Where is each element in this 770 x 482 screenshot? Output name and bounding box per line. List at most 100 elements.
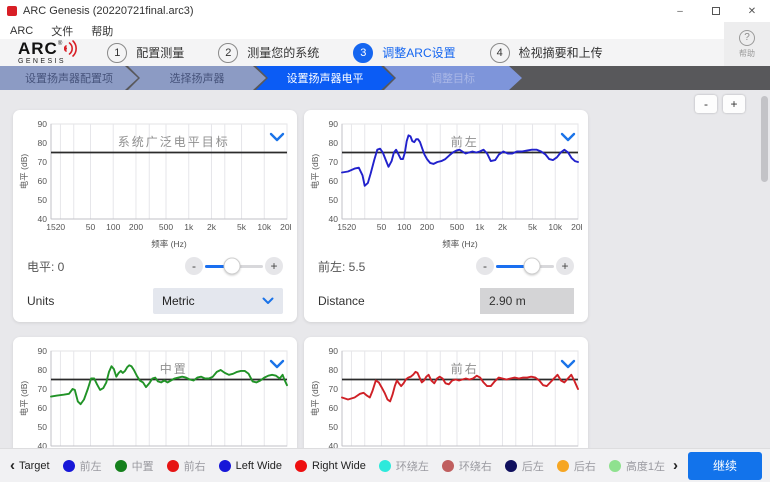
slider-track[interactable] bbox=[496, 257, 554, 275]
zoom-out-button[interactable]: - bbox=[695, 95, 717, 113]
step-1[interactable]: 1 配置测量 bbox=[107, 42, 184, 63]
menu-help[interactable]: 帮助 bbox=[91, 25, 114, 38]
svg-text:20: 20 bbox=[347, 222, 357, 232]
svg-text:电平 (dB): 电平 (dB) bbox=[310, 154, 320, 190]
legend-item[interactable]: 环绕左 bbox=[378, 458, 429, 474]
zoom-in-button[interactable]: + bbox=[723, 95, 745, 113]
svg-text:500: 500 bbox=[159, 222, 173, 232]
chevron-down-icon[interactable] bbox=[269, 359, 285, 369]
svg-text:2k: 2k bbox=[207, 222, 217, 232]
panel-center: 4050607080901520501002005001k2k5k10k20k频… bbox=[13, 337, 297, 448]
step-2[interactable]: 2 测量您的系统 bbox=[218, 42, 319, 63]
step-4[interactable]: 4 检视摘要和上传 bbox=[489, 42, 603, 63]
legend-label: 环绕右 bbox=[458, 460, 492, 473]
slider-knob[interactable] bbox=[523, 257, 541, 275]
step-3-circle: 3 bbox=[353, 42, 374, 63]
breadcrumb-speaker-profiles[interactable]: 设置扬声器配置项 bbox=[0, 66, 138, 90]
svg-text:20k: 20k bbox=[571, 222, 582, 232]
restore-icon bbox=[712, 7, 720, 15]
menu-arc[interactable]: ARC bbox=[10, 24, 34, 37]
svg-text:电平 (dB): 电平 (dB) bbox=[19, 381, 29, 417]
step-4-label: 检视摘要和上传 bbox=[518, 46, 603, 60]
slider-minus-button[interactable]: - bbox=[476, 257, 494, 275]
sound-waves-icon bbox=[64, 40, 78, 57]
back-chevron-icon[interactable]: ‹ bbox=[10, 457, 15, 474]
svg-text:1k: 1k bbox=[184, 222, 194, 232]
breadcrumb-set-levels[interactable]: 设置扬声器电平 bbox=[256, 66, 394, 90]
step-3[interactable]: 3 调整ARC设置 bbox=[353, 42, 456, 63]
slider-plus-button[interactable]: + bbox=[265, 257, 283, 275]
legend-dot bbox=[441, 459, 454, 472]
breadcrumb-select-speakers[interactable]: 选择扬声器 bbox=[128, 66, 266, 90]
breadcrumb-label: 设置扬声器配置项 bbox=[25, 73, 113, 85]
svg-text:70: 70 bbox=[329, 384, 339, 394]
breadcrumb-adjust-targets[interactable]: 调整目标 bbox=[384, 66, 522, 90]
chevron-down-icon[interactable] bbox=[560, 132, 576, 142]
svg-text:100: 100 bbox=[106, 222, 120, 232]
legend-item[interactable]: 前左 bbox=[62, 458, 102, 474]
legend-item[interactable]: 高度1左 bbox=[608, 458, 665, 474]
units-dropdown[interactable]: Metric bbox=[153, 288, 283, 314]
svg-text:90: 90 bbox=[329, 119, 339, 129]
legend-label: 后右 bbox=[573, 460, 596, 473]
legend-item[interactable]: 后右 bbox=[556, 458, 596, 474]
svg-text:100: 100 bbox=[397, 222, 411, 232]
svg-text:70: 70 bbox=[329, 157, 339, 167]
legend-item[interactable]: 中置 bbox=[114, 458, 154, 474]
legend-item[interactable]: Target bbox=[19, 460, 50, 472]
svg-text:90: 90 bbox=[38, 119, 48, 129]
slider-plus-button[interactable]: + bbox=[556, 257, 574, 275]
slider-minus-button[interactable]: - bbox=[185, 257, 203, 275]
legend-label: Right Wide bbox=[312, 459, 366, 472]
svg-text:40: 40 bbox=[329, 441, 339, 448]
svg-text:80: 80 bbox=[38, 365, 48, 375]
level-slider[interactable]: - + bbox=[476, 257, 574, 275]
svg-text:10k: 10k bbox=[257, 222, 271, 232]
distance-field: 2.90 m bbox=[480, 288, 574, 314]
main-content: - + 40 50 60 70 80 90 15 20 50 100 200 500 1k 2k 5k 10k… bbox=[0, 90, 770, 448]
minimize-button[interactable]: – bbox=[677, 5, 683, 17]
chevron-down-icon[interactable] bbox=[560, 359, 576, 369]
legend-item[interactable]: 环绕右 bbox=[441, 458, 492, 474]
svg-text:200: 200 bbox=[420, 222, 434, 232]
legend-label: 中置 bbox=[131, 460, 154, 473]
legend-label: Left Wide bbox=[235, 459, 283, 472]
menu-file[interactable]: 文件 bbox=[51, 25, 74, 38]
legend-item[interactable]: 后左 bbox=[504, 458, 544, 474]
legend-dot bbox=[114, 459, 127, 472]
svg-text:1k: 1k bbox=[475, 222, 485, 232]
legend-dot bbox=[504, 459, 517, 472]
svg-text:80: 80 bbox=[329, 365, 339, 375]
legend-item[interactable]: 前右 bbox=[166, 458, 206, 474]
slider-track[interactable] bbox=[205, 257, 263, 275]
svg-text:5k: 5k bbox=[528, 222, 538, 232]
chevron-down-icon[interactable] bbox=[269, 132, 285, 142]
svg-text:70: 70 bbox=[38, 157, 48, 167]
forward-chevron-icon[interactable]: › bbox=[673, 457, 678, 474]
legend-item[interactable]: Left Wide bbox=[218, 459, 283, 472]
continue-button[interactable]: 继续 bbox=[688, 451, 762, 480]
step-4-circle: 4 bbox=[489, 42, 510, 63]
legend-item[interactable]: Right Wide bbox=[295, 459, 366, 472]
legend-dot bbox=[166, 459, 179, 472]
scrollbar-thumb[interactable] bbox=[761, 96, 768, 182]
slider-knob[interactable] bbox=[223, 257, 241, 275]
svg-text:60: 60 bbox=[38, 403, 48, 413]
svg-text:40: 40 bbox=[329, 214, 339, 224]
breadcrumb-label: 调整目标 bbox=[431, 73, 475, 85]
speaker-legend-bar: ‹ Target 前左 中置 前右 Left Wide Right Wide 环… bbox=[0, 448, 770, 482]
svg-text:电平 (dB): 电平 (dB) bbox=[310, 381, 320, 417]
help-label: 帮助 bbox=[739, 48, 755, 58]
svg-text:中置: 中置 bbox=[160, 361, 188, 376]
scrollbar[interactable] bbox=[760, 92, 768, 446]
units-value: Metric bbox=[162, 294, 195, 308]
legend-dot bbox=[378, 459, 391, 472]
window-title: ARC Genesis (20220721final.arc3) bbox=[23, 5, 194, 17]
maximize-button[interactable] bbox=[698, 0, 734, 22]
level-slider[interactable]: - + bbox=[185, 257, 283, 275]
close-button[interactable]: ✕ bbox=[747, 5, 757, 17]
step-1-circle: 1 bbox=[107, 42, 128, 63]
help-button[interactable]: ? 帮助 bbox=[724, 22, 770, 66]
